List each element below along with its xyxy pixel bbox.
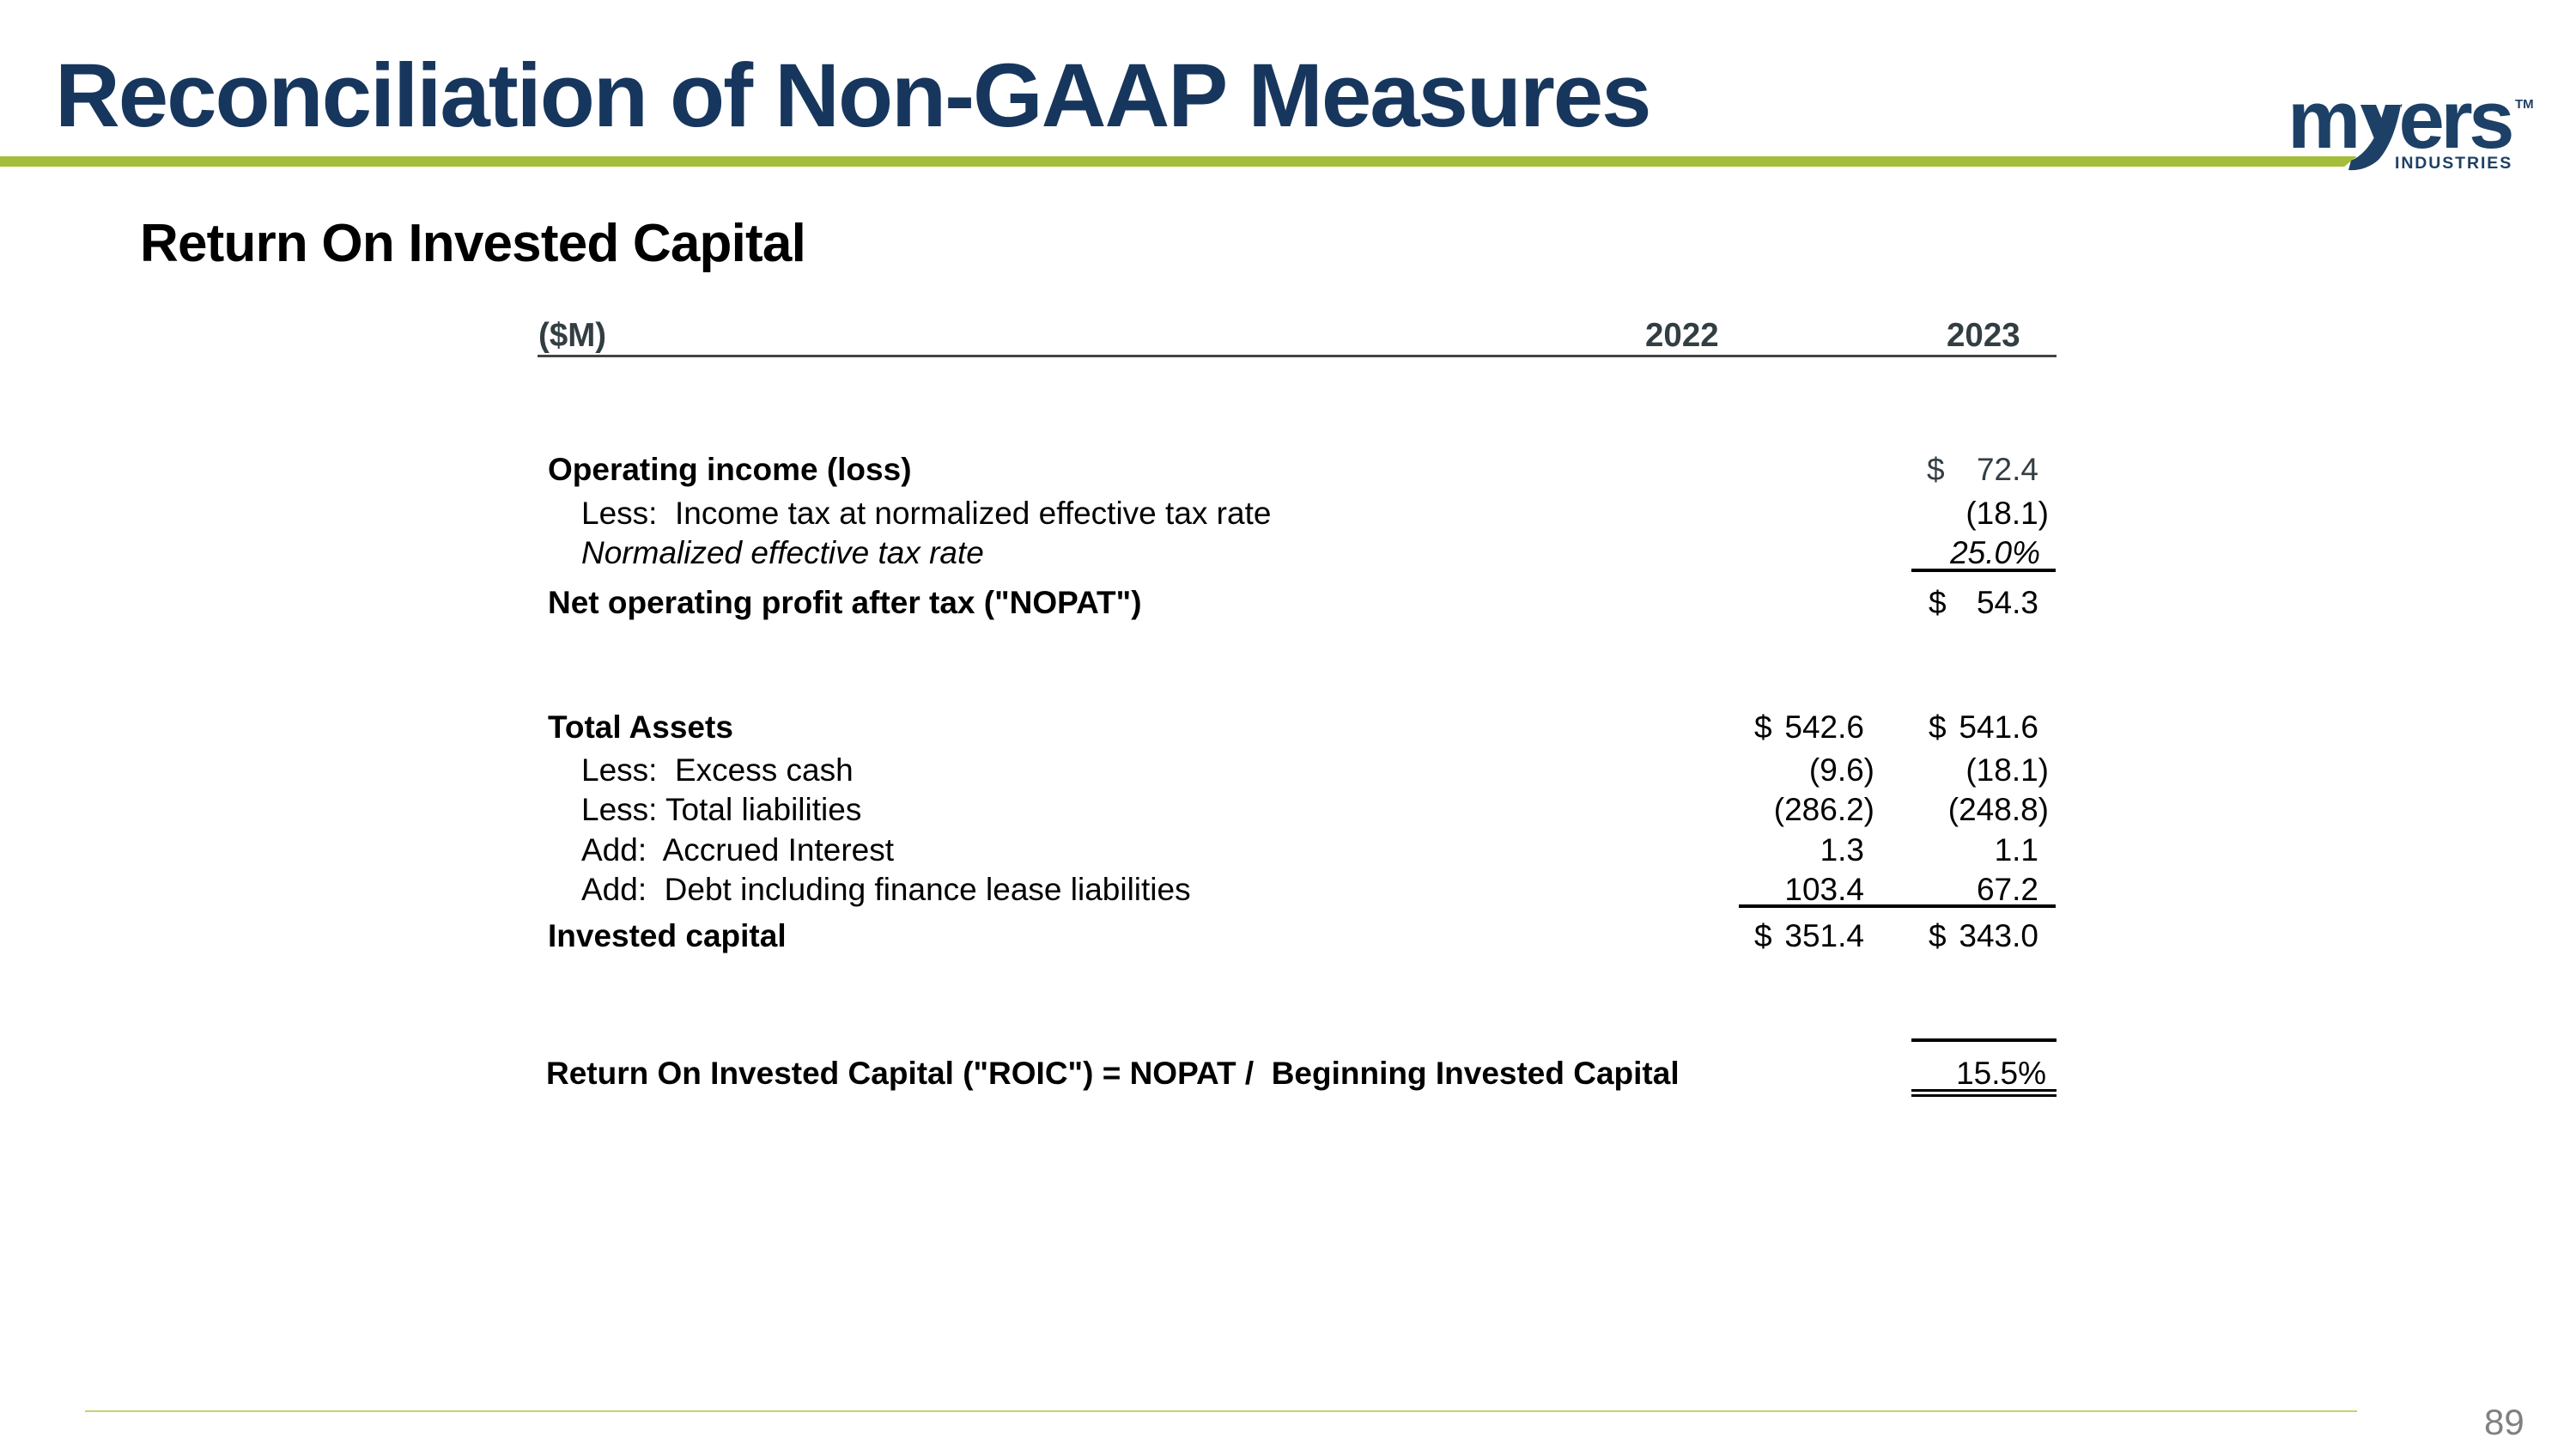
svg-text:INDUSTRIES: INDUSTRIES — [2395, 154, 2512, 173]
svg-text:TM: TM — [2515, 97, 2534, 112]
svg-text:myers: myers — [2287, 74, 2512, 166]
